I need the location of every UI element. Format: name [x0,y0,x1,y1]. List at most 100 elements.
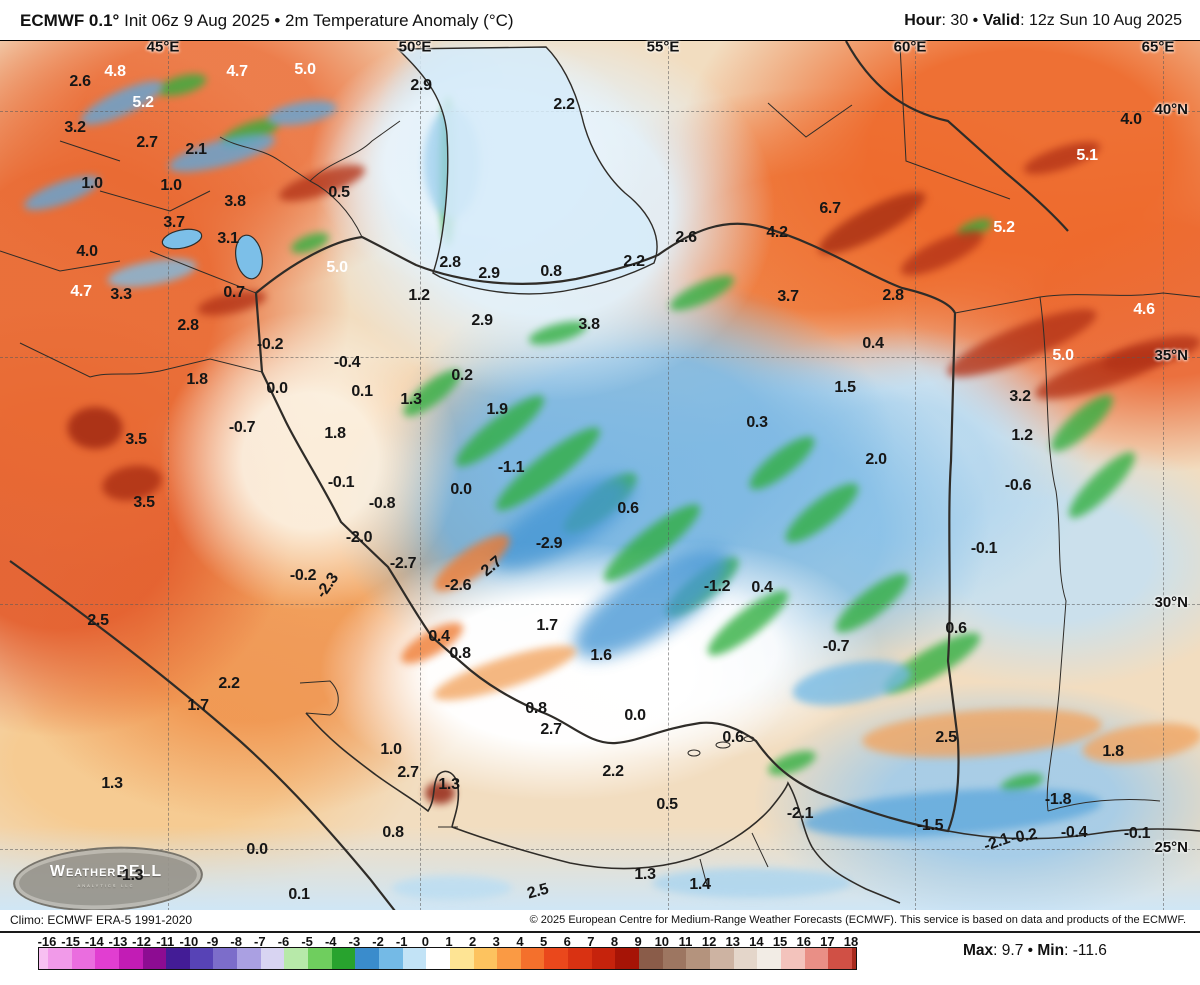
map-shading-blob [652,868,852,898]
colorbar-tick: 9 [634,934,642,949]
iran-border [254,222,960,833]
colorbar-tick: -12 [132,934,151,949]
colorbar-segment [71,948,96,969]
colorbar-segment [686,948,710,969]
colorbar-segment [497,948,521,969]
colorbar-segment [639,948,663,969]
colorbar-segment [284,948,309,969]
colorbar-segment [615,948,640,969]
max-min-stats: Max: 9.7 • Min: -11.6 [963,942,1107,960]
colorbar-tick: -3 [348,934,361,949]
border-afghan-north [954,292,1200,314]
colorbar-segment [142,948,167,969]
min-value: -11.6 [1072,942,1107,959]
map-shading-blob [67,407,123,449]
colorbar-segment [780,948,805,969]
colorbar-segment [828,948,852,969]
colorbar-segment [355,948,379,969]
colorbar-tick: -10 [179,934,199,949]
colorbar-tick: 4 [516,934,524,949]
colorbar-tick: -2 [372,934,384,949]
colorbar-tick: 15 [772,934,788,949]
gridline-35n [0,357,1200,358]
colorbar-tick: -13 [108,934,128,949]
country-borders [0,41,1200,911]
header: ECMWF 0.1° Init 06z 9 Aug 2025 • 2m Temp… [0,0,1200,40]
copyright-note: © 2025 European Centre for Medium-Range … [529,914,1186,926]
valid-label: Valid [982,12,1021,29]
separator: : [941,12,951,29]
map-canvas: WeatherBELL analytics llc [0,40,1200,912]
colorbar-segment [378,948,403,969]
separator: • [968,12,983,29]
caspian-sea-outline [396,46,658,295]
weatherbell-brand: WeatherBELL analytics llc [13,864,199,893]
colorbar-segment [260,948,285,969]
colorbar-tick: 14 [749,934,764,949]
colorbar-segment [189,948,214,969]
colorbar-tick: 11 [678,934,693,949]
colorbar-tick: -7 [254,934,266,949]
colorbar-tick: -6 [277,934,290,949]
border-iraq-saudi [9,560,396,911]
colorbar-segment [473,948,498,969]
colorbar-tick: -8 [230,934,242,949]
colorbar-tick: -16 [37,934,57,949]
gridline-40n [0,111,1200,112]
model-name: ECMWF 0.1° [20,11,120,30]
gridline-65e [1163,41,1164,911]
gridline-60e [915,41,916,911]
lake-van [161,228,203,250]
border-northeast [845,41,1069,232]
colorbar-tick: -1 [395,934,408,949]
min-label: Min [1037,942,1065,959]
valid-value: 12z Sun 10 Aug 2025 [1028,12,1182,29]
colorbar-segment [402,948,427,969]
colorbar-segment [709,948,734,969]
separator: : [1064,942,1073,959]
colorbar-segment [213,948,238,969]
valid-time: Hour: 30 • Valid: 12z Sun 10 Aug 2025 [904,0,1182,42]
colorbar-tick: 18 [843,934,859,949]
colorbar-segment [851,948,856,969]
hormuz-islands [687,736,755,757]
colorbar-segment [118,948,143,969]
colorbar-tick: -9 [206,934,219,949]
colorbar-tick: 17 [820,934,835,949]
colorbar-segment [166,948,190,969]
colorbar-tick: 10 [654,934,670,949]
climo-note: Climo: ECMWF ERA-5 1991-2020 [10,913,193,927]
colorbar-segment [48,948,72,969]
colorbar-tick: -15 [61,934,81,949]
colorbar-tick: 3 [492,934,500,949]
gridline-25n [0,849,1200,850]
hour-value: 30 [950,12,969,29]
colorbar-segment [757,948,781,969]
border-turkmen [767,44,1011,200]
colorbar-zone: -16 -15 -14 -13 -12 -11 -10 -9 -8 -7 -6 -5 -4 -3 -2 -1 0… [0,933,1200,985]
colorbar-segment [568,948,592,969]
colorbar-tick: 16 [796,934,811,949]
colorbar [38,947,857,970]
colorbar-segment [733,948,758,969]
colorbar-segment [520,948,545,969]
colorbar-tick: 7 [587,934,595,949]
colorbar-tick: 1 [445,934,453,949]
colorbar-segment [544,948,569,969]
colorbar-segment [237,948,261,969]
makran-coastline [947,828,1200,840]
colorbar-tick: -4 [324,934,337,949]
border-turkey-iraq [19,342,263,378]
border-afghan-pak [1039,296,1161,812]
colorbar-segment [426,948,450,969]
product-subtitle: Init 06z 9 Aug 2025 • 2m Temperature Ano… [119,11,514,30]
border-caucasus [0,120,401,294]
brand-subtext: analytics llc [77,883,135,889]
divider-rule [0,931,1200,933]
lake-urmia [235,234,263,280]
gridline-50e [420,41,421,911]
gridline-30n [0,604,1200,605]
colorbar-tick: 8 [610,934,619,949]
separator: • [1023,942,1038,959]
